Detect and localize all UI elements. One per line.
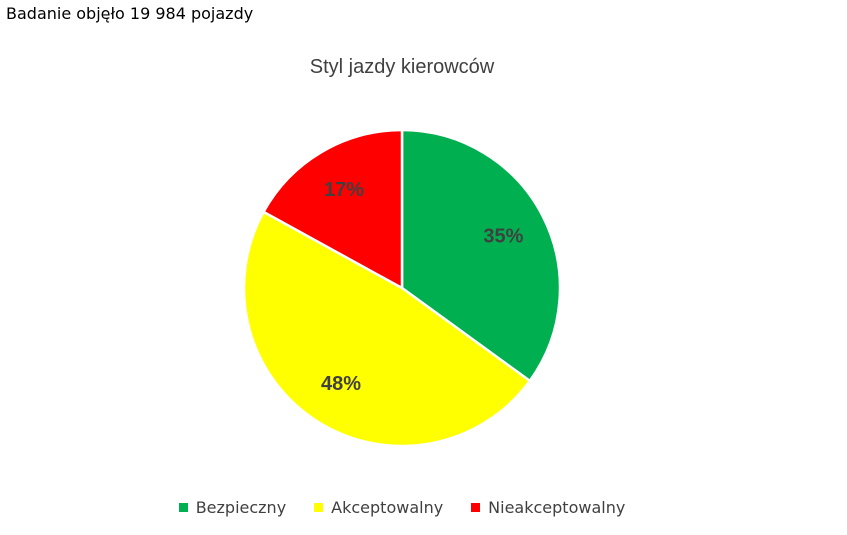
chart-title: Styl jazdy kierowców xyxy=(309,56,495,78)
legend-item-bezpieczny: Bezpieczny xyxy=(178,498,287,517)
data-label-akceptowalny: 48% xyxy=(321,373,361,395)
pie-slice-akceptowalny xyxy=(242,210,532,448)
legend-label-nieakceptowalny: Nieakceptowalny xyxy=(488,498,626,517)
chart-legend: Bezpieczny Akceptowalny Nieakceptowalny xyxy=(0,498,804,517)
legend-label-akceptowalny: Akceptowalny xyxy=(331,498,444,517)
pie-slice-bezpieczny xyxy=(400,128,562,383)
survey-note: Badanie objęło 19 984 pojazdy xyxy=(6,4,254,23)
data-label-nieakceptowalny: 17% xyxy=(324,179,364,201)
legend-item-nieakceptowalny: Nieakceptowalny xyxy=(471,498,625,517)
legend-item-akceptowalny: Akceptowalny xyxy=(314,498,443,517)
data-label-bezpieczny: 35% xyxy=(483,225,523,247)
legend-swatch-nieakceptowalny xyxy=(471,503,481,512)
pie-slice-nieakceptowalny xyxy=(262,128,404,290)
legend-swatch-bezpieczny xyxy=(178,503,188,512)
legend-swatch-akceptowalny xyxy=(314,503,324,512)
legend-label-bezpieczny: Bezpieczny xyxy=(195,498,287,517)
